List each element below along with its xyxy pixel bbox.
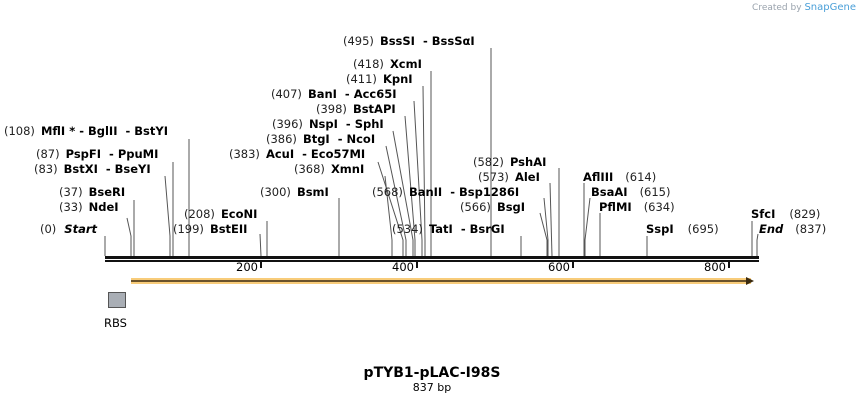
tick-label: 200 (236, 260, 258, 274)
site-label[interactable]: (199) BstEII (173, 222, 247, 236)
site-label[interactable]: (573) AleI (478, 170, 540, 184)
site-label[interactable]: SspI (695) (646, 222, 719, 236)
site-label[interactable]: (566) BsgI (460, 200, 525, 214)
site-label[interactable]: (495) BssSI - BssSαI (343, 34, 475, 48)
site-label[interactable]: (208) EcoNI (184, 207, 257, 221)
site-label[interactable]: (108) MflI * - BglII - BstYI (4, 124, 168, 138)
site-label[interactable]: (407) BanI - Acc65I (271, 87, 397, 101)
map-length: 837 bp (412, 381, 452, 394)
tick-label: 800 (704, 260, 726, 274)
site-label[interactable]: (0) Start (40, 222, 98, 236)
snapgene-logo: SnapGene (804, 2, 856, 13)
site-label[interactable]: (582) PshAI (473, 155, 546, 169)
site-label[interactable]: PflMI (634) (599, 200, 675, 214)
rbs-label: RBS (104, 316, 127, 330)
tick-label: 600 (548, 260, 570, 274)
site-label[interactable]: (534) TatI - BsrGI (392, 222, 505, 236)
site-label[interactable]: (398) BstAPI (316, 102, 396, 116)
site-label[interactable]: (386) BtgI - NcoI (266, 132, 375, 146)
site-label[interactable]: (300) BsmI (260, 185, 329, 199)
site-label[interactable]: (83) BstXI - BseYI (34, 162, 151, 176)
site-label[interactable]: AflIII (614) (583, 170, 656, 184)
site-label[interactable]: (418) XcmI (353, 57, 422, 71)
restriction-site-labels: (0) Start (33) NdeI (37) BseRI (83) BstXI - … (4, 34, 826, 236)
site-label[interactable]: (568) BanII - Bsp1286I (372, 185, 519, 199)
ruler-ticks (260, 262, 730, 268)
site-label[interactable]: (37) BseRI (59, 185, 125, 199)
arrow-head-icon (746, 277, 754, 285)
site-label[interactable]: End (837) (759, 222, 826, 236)
site-label[interactable]: (411) KpnI (346, 72, 413, 86)
snapgene-branding: Created by SnapGene (752, 2, 856, 13)
site-label[interactable]: (383) AcuI - Eco57MI (229, 147, 365, 161)
site-label[interactable]: (368) XmnI (294, 162, 364, 176)
site-label[interactable]: (33) NdeI (59, 200, 119, 214)
site-label[interactable]: (396) NspI - SphI (272, 117, 384, 131)
branding-prefix: Created by (752, 3, 802, 13)
rbs-feature[interactable] (108, 292, 126, 308)
site-label[interactable]: BsaAI (615) (591, 185, 671, 199)
ruler-labels: 200 400 600 800 (236, 260, 726, 274)
backbone-top-strand (105, 256, 759, 259)
backbone-bottom-strand (105, 260, 759, 262)
tick-label: 400 (392, 260, 414, 274)
map-title: pTYB1-pLAC-I98S (363, 365, 501, 381)
site-label[interactable]: SfcI (829) (751, 207, 820, 221)
site-label[interactable]: (87) PspFI - PpuMI (36, 147, 158, 161)
site-leader-lines (104, 48, 759, 257)
